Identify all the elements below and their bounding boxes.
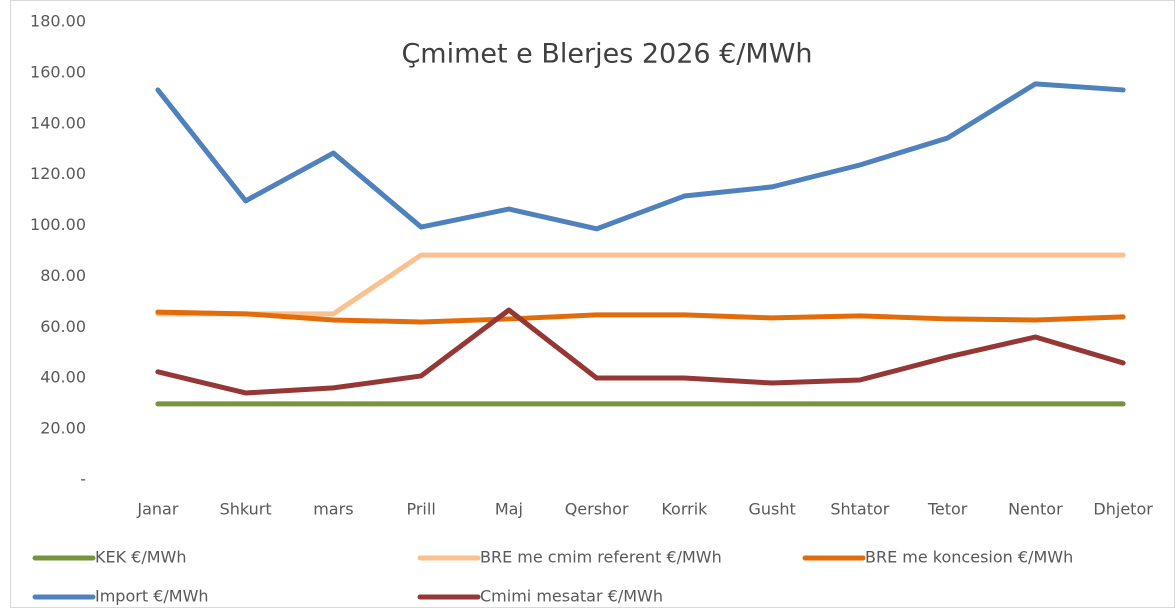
x-tick-label: Janar [136,500,178,519]
y-tick-label: 100.00 [30,215,86,234]
x-tick-label: Shkurt [220,500,272,519]
legend-label: BRE me cmim referent €/MWh [480,548,722,567]
x-tick-label: Gusht [748,500,795,519]
x-tick-label: Maj [495,500,523,519]
x-tick-label: Dhjetor [1093,500,1153,519]
y-tick-label: 60.00 [40,317,86,336]
series-line [155,252,1126,317]
x-tick-label: mars [313,500,353,519]
chart-title: Çmimet e Blerjes 2026 €/MWh [401,39,812,70]
x-tick-label: Qershor [565,500,629,519]
y-tick-label: 80.00 [40,266,86,285]
y-tick-label: 140.00 [30,113,86,132]
x-tick-label: Prill [406,500,435,519]
legend-label: KEK €/MWh [95,548,187,567]
legend-label: Import €/MWh [95,587,209,606]
x-tick-label: Korrik [661,500,708,519]
legend-label: BRE me koncesion €/MWh [865,548,1073,567]
series-line [155,81,1126,232]
y-tick-label: 20.00 [40,419,86,438]
series-line [155,309,1126,325]
series-line [155,307,1126,396]
y-tick-label: 180.00 [30,12,86,31]
y-tick-label: - [80,470,86,489]
y-tick-label: 120.00 [30,164,86,183]
legend-label: Cmimi mesatar €/MWh [480,587,663,606]
y-tick-label: 160.00 [30,62,86,81]
x-tick-label: Nentor [1008,500,1063,519]
x-tick-label: Shtator [830,500,889,519]
chart-frame [10,0,1175,608]
x-tick-label: Tetor [927,500,968,519]
y-tick-label: 40.00 [40,368,86,387]
